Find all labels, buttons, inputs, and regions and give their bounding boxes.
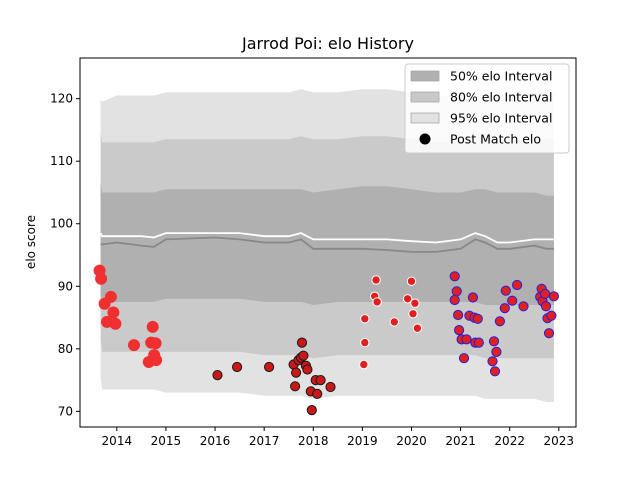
y-tick-label: 110: [50, 154, 73, 168]
x-tick-label: 2020: [396, 434, 427, 448]
data-point: [306, 405, 317, 416]
median-line: [100, 236, 554, 253]
data-point: [212, 370, 223, 381]
data-point: [291, 367, 302, 378]
data-point: [453, 309, 464, 321]
legend-box: [404, 63, 570, 154]
legend: 50% elo Interval 80% elo Interval 95% elo …: [404, 63, 570, 154]
data-point: [95, 272, 108, 285]
data-point: [107, 306, 120, 319]
x-axis-ticks: 2014 2015 2016 2017 2018 2019 2020 2021 2022 2023: [102, 427, 575, 448]
data-point: [543, 328, 555, 339]
data-point: [451, 286, 462, 297]
data-point: [488, 336, 500, 347]
x-tick-label: 2023: [544, 434, 575, 448]
data-point: [499, 303, 510, 314]
data-point: [518, 301, 529, 312]
legend-label: 50% elo Interval: [450, 69, 552, 84]
data-point: [548, 291, 560, 302]
data-point: [449, 294, 460, 306]
data-point: [389, 317, 399, 327]
legend-swatch: [410, 91, 440, 103]
x-tick-label: 2022: [494, 434, 525, 448]
interval-bands: [100, 89, 554, 403]
data-point: [487, 356, 498, 367]
x-tick-label: 2021: [445, 434, 476, 448]
data-point: [128, 339, 140, 352]
x-tick-label: 2014: [102, 434, 133, 448]
data-point: [360, 314, 370, 324]
y-tick-label: 80: [58, 342, 73, 356]
data-point: [449, 271, 460, 282]
legend-swatch: [410, 70, 440, 82]
chart-title: Jarrod Poi: elo History: [241, 34, 414, 53]
x-tick-label: 2018: [298, 434, 329, 448]
data-point: [507, 295, 518, 306]
data-point: [540, 288, 551, 299]
legend-label: 80% elo Interval: [450, 90, 552, 105]
data-point: [360, 337, 370, 348]
data-point: [454, 325, 465, 336]
legend-marker: [419, 133, 431, 145]
y-tick-label: 100: [50, 217, 73, 231]
data-point: [467, 292, 478, 303]
y-tick-label: 120: [50, 92, 73, 106]
data-point: [150, 354, 163, 367]
data-point: [109, 317, 122, 330]
data-point: [298, 350, 309, 361]
data-point: [540, 301, 552, 312]
data-point: [512, 279, 523, 291]
y-axis-ticks: 70 80 90 100 110 120: [50, 92, 80, 418]
band-50: [100, 183, 554, 305]
legend-label: Post Match elo: [450, 132, 541, 147]
data-point: [359, 359, 369, 370]
x-tick-label: 2017: [249, 434, 280, 448]
x-tick-label: 2015: [151, 434, 182, 448]
legend-swatch: [410, 112, 440, 124]
data-point: [406, 276, 417, 286]
data-point: [412, 323, 423, 333]
data-point: [500, 285, 511, 296]
data-point: [494, 316, 505, 327]
data-point: [315, 375, 326, 386]
x-tick-label: 2019: [347, 434, 378, 448]
data-point: [149, 337, 162, 350]
data-point: [408, 309, 418, 319]
data-point: [325, 381, 336, 393]
y-tick-label: 70: [58, 404, 73, 418]
plot-frame: [79, 57, 577, 428]
data-point: [371, 275, 381, 285]
data-point: [489, 366, 501, 377]
data-point: [146, 320, 159, 333]
data-point: [290, 381, 301, 392]
data-point: [461, 334, 472, 345]
legend-label: 95% elo Interval: [450, 111, 552, 126]
mean-line: [99, 232, 554, 244]
y-tick-label: 90: [58, 279, 73, 293]
trend-lines: [99, 232, 554, 253]
data-point: [264, 361, 275, 373]
data-point: [372, 297, 382, 307]
data-point: [232, 361, 243, 373]
post-match-points: [93, 264, 560, 416]
data-point: [312, 388, 323, 399]
data-point: [473, 337, 484, 348]
data-point: [296, 337, 308, 348]
data-point: [104, 290, 117, 303]
data-point: [302, 364, 313, 375]
data-point: [410, 298, 420, 308]
data-point: [458, 353, 470, 364]
data-point: [491, 346, 502, 357]
y-axis-label: elo score: [24, 215, 38, 269]
data-point: [546, 310, 557, 321]
data-point: [402, 294, 413, 304]
data-point: [472, 313, 483, 324]
x-tick-label: 2016: [200, 434, 231, 448]
